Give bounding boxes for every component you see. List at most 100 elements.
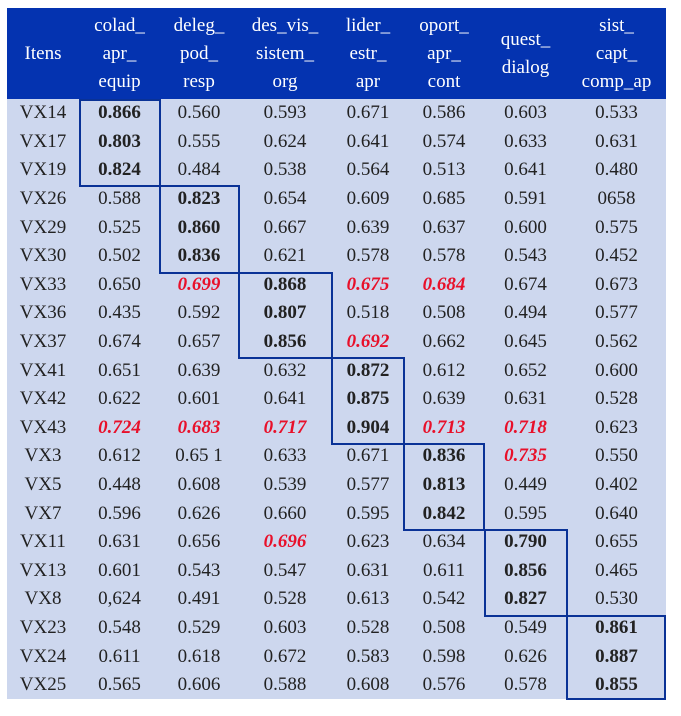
header-line: deleg_ — [173, 14, 225, 36]
loading-cell: 0.674 — [484, 270, 567, 300]
loading-cell: 0.639 — [332, 213, 404, 242]
table-row: VX13 0.601 0.543 0.547 0.631 0.611 0.856 0.465 — [7, 556, 666, 586]
table-row: VX36 0.435 0.592 0.807 0.518 0.508 0.494 0.577 — [7, 299, 666, 328]
header-line: cont — [427, 70, 461, 92]
header-line: resp — [183, 70, 215, 92]
header-sist-capt-comp-ap: sist_ capt_ comp_ap — [567, 8, 666, 99]
loading-cell: 0.672 — [238, 642, 332, 671]
header-colad-apr-equip: colad_ apr_ equip — [79, 8, 160, 99]
loading-cell: 0.528 — [332, 613, 404, 643]
loading-cell: 0.600 — [567, 356, 666, 385]
item-label: VX5 — [7, 470, 79, 500]
item-label: VX37 — [7, 327, 79, 357]
loading-cell: 0.603 — [484, 99, 567, 128]
loading-cell: 0658 — [567, 184, 666, 214]
header-line: sistem_ — [255, 42, 315, 64]
table-row: VX7 0.596 0.626 0.660 0.595 0.842 0.595 0.640 — [7, 499, 666, 528]
loading-cell: 0.613 — [332, 585, 404, 614]
loading-cell: 0.530 — [567, 585, 666, 614]
table-row: VX23 0.548 0.529 0.603 0.528 0.508 0.549 0.861 — [7, 613, 666, 643]
loading-cell: 0.577 — [567, 299, 666, 328]
loading-cell: 0.448 — [79, 470, 160, 500]
table-row: VX43 0.724 0.683 0.717 0.904 0.713 0.718 0.623 — [7, 413, 666, 443]
item-label: VX7 — [7, 499, 79, 528]
loading-cell: 0.452 — [567, 241, 666, 271]
loading-cell-own-construct: 0.803 — [79, 127, 160, 157]
loading-cell: 0.595 — [484, 499, 567, 528]
item-label: VX19 — [7, 156, 79, 185]
loading-cell-flagged: 0.713 — [404, 413, 484, 443]
loading-cell: 0.631 — [567, 127, 666, 157]
header-line: des_vis_ — [251, 14, 319, 36]
table-row: VX17 0.803 0.555 0.624 0.641 0.574 0.633 0.631 — [7, 127, 666, 157]
loading-cell-flagged: 0.699 — [160, 270, 238, 300]
loading-cell: 0.612 — [79, 442, 160, 471]
header-line: org — [272, 70, 298, 92]
header-line: apr_ — [427, 42, 461, 64]
item-label: VX14 — [7, 99, 79, 128]
loading-cell: 0.626 — [484, 642, 567, 671]
loading-cell: 0.543 — [160, 556, 238, 586]
header-line: sist_ — [599, 14, 634, 36]
item-label: VX23 — [7, 613, 79, 643]
table-row: VX37 0.674 0.657 0.856 0.692 0.662 0.645 0.562 — [7, 327, 666, 357]
loading-cell: 0.577 — [332, 470, 404, 500]
header-line: pod_ — [180, 42, 218, 64]
loading-cell: 0.562 — [567, 327, 666, 357]
loading-cell: 0.660 — [238, 499, 332, 528]
loading-cell-flagged: 0.724 — [79, 413, 160, 443]
loading-cell: 0.65 1 — [160, 442, 238, 471]
loading-cell: 0.641 — [332, 127, 404, 157]
loading-cell: 0.685 — [404, 184, 484, 214]
loading-cell: 0.601 — [160, 384, 238, 414]
loading-cell: 0.550 — [567, 442, 666, 471]
table-row: VX3 0.612 0.65 1 0.633 0.671 0.836 0.735 0.550 — [7, 442, 666, 471]
table-row: VX24 0.611 0.618 0.672 0.583 0.598 0.626 0.887 — [7, 642, 666, 671]
loading-cell: 0.639 — [404, 384, 484, 414]
loading-cell-own-construct: 0.813 — [404, 470, 484, 500]
loading-cell: 0.576 — [404, 670, 484, 700]
loading-cell: 0.623 — [567, 413, 666, 443]
item-label: VX26 — [7, 184, 79, 214]
loading-cell: 0.586 — [404, 99, 484, 128]
loading-cell: 0.608 — [332, 670, 404, 700]
header-deleg-pod-resp: deleg_ pod_resp — [160, 8, 238, 99]
loading-cell-own-construct: 0.827 — [484, 585, 567, 614]
loading-cell-own-construct: 0.855 — [567, 670, 666, 700]
table-header: Itens colad_ apr_ equip deleg_ pod_resp des_vi… — [7, 8, 666, 99]
table-row: VX25 0.565 0.606 0.588 0.608 0.576 0.578 0.855 — [7, 670, 666, 700]
loading-cell-own-construct: 0.872 — [332, 356, 404, 385]
item-label: VX30 — [7, 241, 79, 271]
loading-cell: 0.611 — [404, 556, 484, 586]
loading-cell: 0.565 — [79, 670, 160, 700]
loading-cell: 0.593 — [238, 99, 332, 128]
loading-cell: 0.657 — [160, 327, 238, 357]
loading-cell: 0.667 — [238, 213, 332, 242]
table-row: VX5 0.448 0.608 0.539 0.577 0.813 0.449 0.402 — [7, 470, 666, 500]
loading-cell-flagged: 0.717 — [238, 413, 332, 443]
loading-cell: 0.402 — [567, 470, 666, 500]
header-line: Itens — [24, 42, 62, 64]
loading-cell-own-construct: 0.875 — [332, 384, 404, 414]
loading-cell: 0.637 — [404, 213, 484, 242]
loading-cell-own-construct: 0.824 — [79, 156, 160, 185]
loading-cell: 0.641 — [484, 156, 567, 185]
loading-cell: 0.611 — [79, 642, 160, 671]
loading-cell-own-construct: 0.836 — [160, 241, 238, 271]
cross-loadings-table: Itens colad_ apr_ equip deleg_ pod_resp des_vi… — [7, 8, 666, 700]
loading-cell: 0.640 — [567, 499, 666, 528]
loading-cell: 0.539 — [238, 470, 332, 500]
header-lider-estr-apr: lider_ estr_ apr — [332, 8, 404, 99]
loading-cell: 0.533 — [567, 99, 666, 128]
loading-cell: 0.591 — [484, 184, 567, 214]
loading-cell: 0.528 — [567, 384, 666, 414]
header-line: quest_ — [500, 28, 551, 50]
loading-cell: 0.651 — [79, 356, 160, 385]
table-row: VX42 0.622 0.601 0.641 0.875 0.639 0.631 0.528 — [7, 384, 666, 414]
loading-cell: 0.583 — [332, 642, 404, 671]
loading-cell: 0.578 — [332, 241, 404, 271]
loading-cell: 0.655 — [567, 527, 666, 557]
loading-cell-flagged: 0.696 — [238, 527, 332, 557]
cross-loadings-table-container: Itens colad_ apr_ equip deleg_ pod_resp des_vi… — [7, 8, 666, 700]
table-body: VX14 0.866 0.560 0.593 0.671 0.586 0.603 0.533 V… — [7, 99, 666, 700]
